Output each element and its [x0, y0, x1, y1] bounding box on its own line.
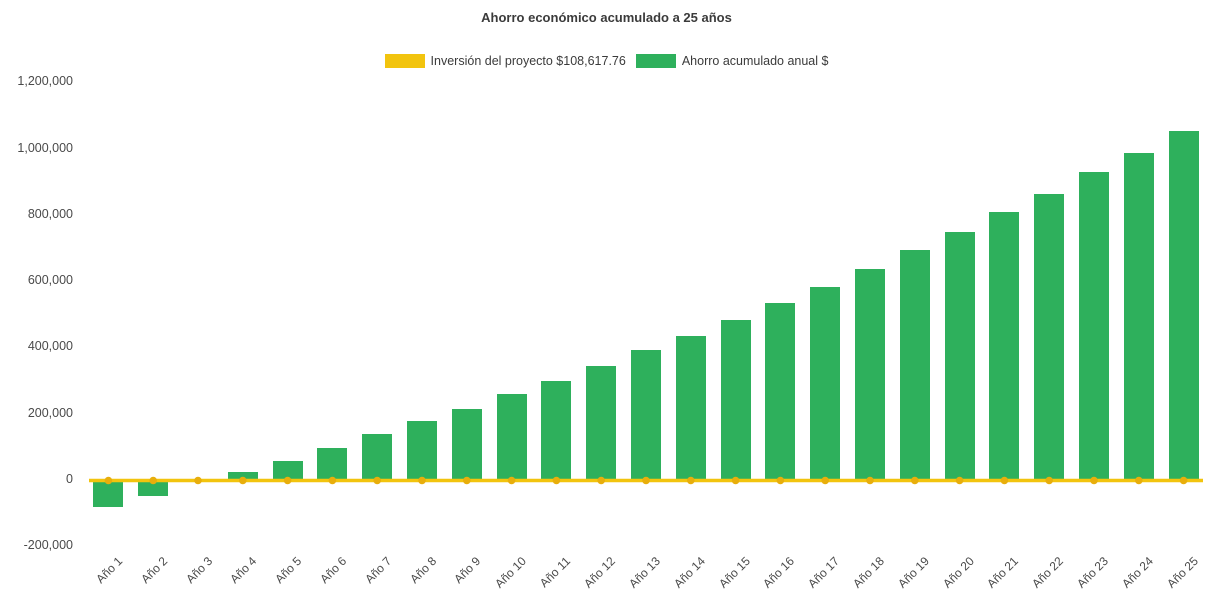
y-tick-label: 1,200,000: [17, 74, 73, 89]
bar-año-7: [362, 434, 393, 479]
x-tick-label: Año 15: [715, 554, 753, 591]
x-tick-label: Año 13: [626, 554, 663, 591]
x-tick-label: Año 12: [581, 554, 619, 591]
legend-item-inversion: Inversión del proyecto $108,617.76: [384, 54, 626, 68]
bar-año-12: [586, 366, 617, 479]
bar-año-16: [765, 303, 796, 479]
y-tick-label: 0: [66, 472, 73, 486]
x-tick-label: Año 9: [451, 554, 484, 587]
y-tick-label: 400,000: [27, 339, 73, 354]
bar-año-10: [496, 394, 527, 479]
bar-año-22: [1034, 193, 1065, 479]
y-tick-label: 600,000: [27, 273, 73, 288]
x-tick-label: Año 24: [1118, 554, 1156, 591]
x-tick-label: Año 16: [760, 554, 798, 591]
legend-label-inversion: Inversión del proyecto $108,617.76: [430, 54, 626, 68]
x-tick-label: Año 20: [939, 554, 977, 591]
x-tick-label: Año 11: [537, 554, 574, 591]
x-tick-label: Año 3: [182, 554, 215, 587]
x-tick-label: Año 5: [272, 554, 305, 587]
bar-año-13: [631, 349, 661, 479]
bar-año-24: [1123, 152, 1154, 479]
bar-año-23: [1079, 172, 1109, 479]
legend-label-ahorro: Ahorro acumulado anual $: [681, 54, 829, 68]
x-tick-label: Año 4: [227, 554, 260, 587]
y-tick-label: 200,000: [27, 405, 73, 420]
x-tick-label: Año 2: [138, 554, 171, 587]
x-tick-label: Año 1: [93, 554, 126, 587]
x-tick-label: Año 17: [805, 554, 843, 591]
bar-año-21: [989, 212, 1020, 479]
bar-año-15: [720, 319, 751, 479]
bar-año-6: [317, 447, 348, 479]
x-tick-label: Año 21: [984, 554, 1022, 591]
bar-año-25: [1168, 131, 1199, 479]
x-tick-label: Año 18: [850, 554, 887, 591]
bar-año-8: [407, 421, 437, 479]
bar-año-5: [272, 460, 303, 479]
bar-año-2: [138, 479, 169, 496]
bar-año-4: [227, 472, 258, 479]
bar-año-20: [944, 232, 975, 479]
x-tick-label: Año 14: [670, 554, 708, 591]
x-tick-label: Año 8: [406, 554, 439, 587]
y-tick-label: -200,000: [23, 538, 73, 553]
bar-año-17: [810, 286, 841, 479]
legend: Inversión del proyecto $108,617.76 Ahorr…: [0, 54, 1213, 68]
x-tick-label: Año 19: [894, 554, 932, 591]
x-tick-label: Año 22: [1029, 554, 1067, 591]
bar-año-1: [93, 479, 124, 508]
bar-año-19: [899, 250, 930, 479]
legend-swatch-inversion: [384, 54, 425, 68]
x-tick-label: Año 7: [362, 554, 395, 587]
chart-title: Ahorro económico acumulado a 25 años: [481, 10, 732, 25]
legend-item-ahorro: Ahorro acumulado anual $: [635, 54, 829, 68]
bar-año-9: [451, 409, 482, 479]
y-tick-label: 1,000,000: [17, 140, 73, 155]
bar-año-3: [183, 479, 213, 483]
y-tick-label: 800,000: [27, 206, 73, 221]
bar-año-18: [855, 268, 885, 479]
x-tick-label: Año 23: [1074, 554, 1111, 591]
x-tick-label: Año 25: [1163, 554, 1201, 591]
x-tick-label: Año 6: [317, 554, 350, 587]
bar-año-11: [541, 381, 572, 479]
legend-swatch-ahorro: [635, 54, 676, 68]
bar-año-14: [675, 336, 706, 479]
x-tick-label: Año 10: [491, 554, 529, 591]
